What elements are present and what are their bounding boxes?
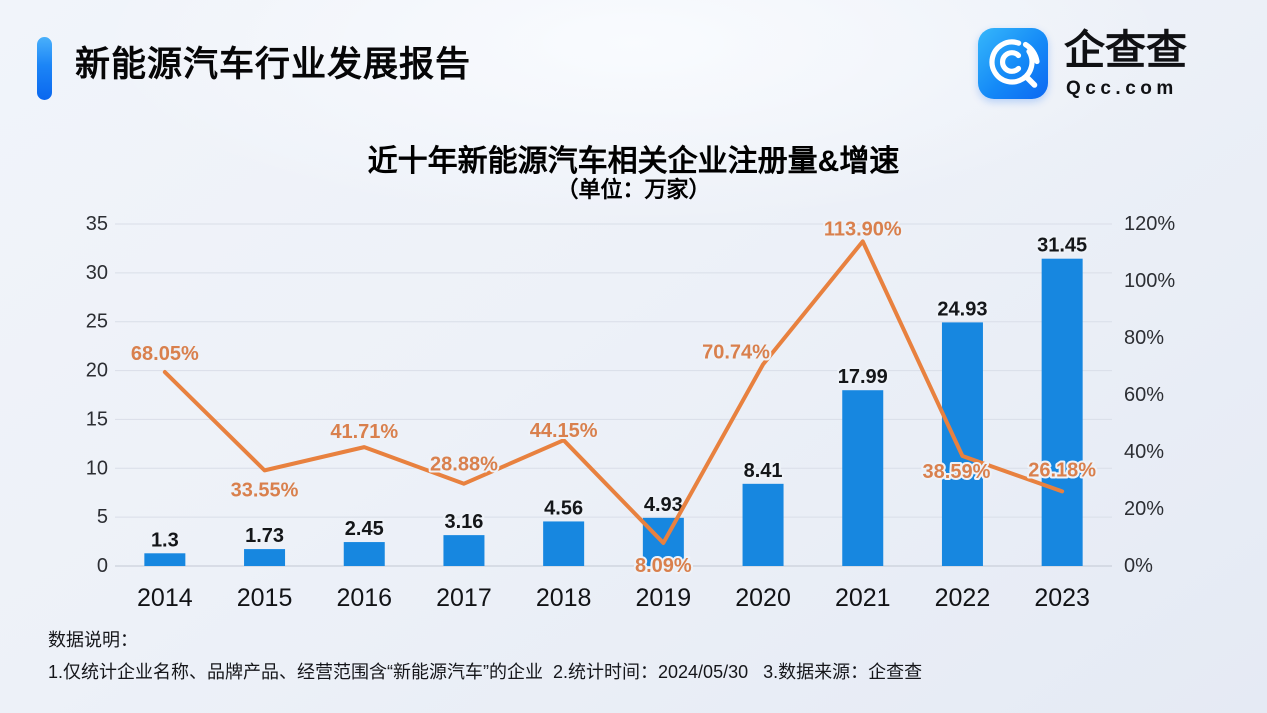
left-axis-tick: 20 [86,360,108,382]
left-axis-tick: 15 [86,408,108,430]
bar [244,549,286,566]
right-axis-tick: 80% [1124,327,1164,349]
year-label: 2018 [536,584,592,612]
growth-value-label: 68.05% [131,343,199,365]
brand-name: 企查查 [1064,27,1187,73]
growth-value-label: 26.18% [1028,459,1096,481]
bar-value-label: 4.56 [544,497,583,519]
right-axis-tick: 20% [1124,498,1164,520]
year-label: 2014 [137,584,193,612]
growth-value-label: 8.09% [635,555,692,577]
bar [842,390,884,566]
growth-value-label: 33.55% [231,479,299,501]
bar [941,322,983,566]
bar-value-label: 4.93 [644,494,683,516]
bar [443,535,485,566]
right-axis-tick: 0% [1124,555,1153,577]
footer-heading: 数据说明： [48,630,138,650]
bar [742,483,784,566]
left-axis-tick: 25 [86,311,108,333]
growth-value-label: 28.88% [430,454,498,476]
header-accent-bar [37,37,52,100]
magnifier-icon [989,39,1040,88]
growth-value-label: 44.15% [530,420,598,442]
left-axis-tick: 0 [97,555,108,577]
growth-value-label: 38.59% [923,461,991,483]
bar-value-label: 8.41 [744,460,783,482]
year-label: 2015 [237,584,293,612]
bar-value-label: 1.3 [151,529,179,551]
qcc-logo: 企查查 Qcc.com [978,28,1218,104]
bar-value-label: 24.93 [937,298,987,320]
bar-value-label: 1.73 [245,525,284,547]
left-axis-tick: 10 [86,457,108,479]
qcc-logo-icon [978,28,1048,99]
year-label: 2017 [436,584,492,612]
right-axis-tick: 100% [1124,270,1175,292]
left-axis-tick: 30 [86,262,108,284]
brand-domain: Qcc.com [1066,78,1178,99]
year-label: 2021 [835,584,891,612]
bar [543,521,585,566]
year-label: 2019 [636,584,692,612]
report-title: 新能源汽车行业发展报告 [75,45,472,84]
right-axis-tick: 120% [1124,213,1175,235]
year-label: 2022 [935,584,991,612]
year-label: 2023 [1034,584,1090,612]
right-axis-tick: 40% [1124,441,1164,463]
chart-subtitle: （单位：万家） [556,177,711,202]
bar-value-label: 2.45 [345,518,384,540]
right-axis-tick: 60% [1124,384,1164,406]
bar [1041,258,1083,566]
growth-value-label: 113.90% [824,218,902,240]
footer-notes: 1.仅统计企业名称、品牌产品、经营范围含“新能源汽车”的企业 2.统计时间：20… [48,662,923,682]
growth-line [162,239,1065,545]
bar-value-label: 31.45 [1037,235,1087,257]
year-label: 2016 [336,584,392,612]
bar-value-label: 3.16 [444,511,483,533]
bar [343,542,385,566]
chart-title: 近十年新能源汽车相关企业注册量&增速 [367,145,900,178]
bar-value-label: 17.99 [838,366,888,388]
growth-value-label: 70.74% [702,341,770,363]
growth-value-label: 41.71% [330,421,398,443]
bar [144,553,186,566]
year-label: 2020 [735,584,791,612]
left-axis-tick: 35 [86,213,108,235]
left-axis-tick: 5 [97,506,108,528]
